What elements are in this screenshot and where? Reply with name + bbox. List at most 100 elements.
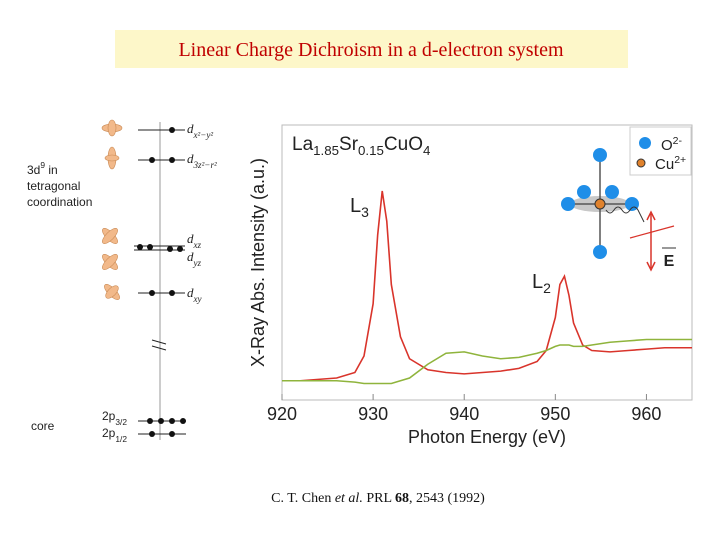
x-tick-label: 960: [631, 404, 661, 424]
citation-part: et al.: [335, 491, 363, 506]
electron: [169, 418, 175, 424]
peak-label-part: 3: [361, 204, 369, 220]
citation-part: 68: [395, 491, 409, 506]
electron: [167, 246, 173, 252]
citation-part: PRL: [363, 491, 395, 506]
electrons: [137, 127, 186, 437]
orbital-label: dx²−y²: [187, 121, 213, 140]
core-level-label: 2p1/2: [102, 426, 127, 444]
orbital-label-part: d: [187, 231, 194, 246]
legend-copper: [636, 158, 646, 168]
valence-label: coordination: [27, 195, 92, 209]
electron: [169, 431, 175, 437]
core-level-label-part: 2p: [102, 409, 116, 423]
legend-oxygen: [639, 137, 651, 149]
orbital-label-part: xy: [193, 294, 203, 304]
core-level-label: 2p3/2: [102, 409, 127, 427]
core-level-label-part: 1/2: [115, 434, 127, 444]
valence-label-part: 3d: [27, 163, 40, 177]
orbital-icon: [104, 284, 120, 300]
electron: [169, 290, 175, 296]
chart-title-part: La: [292, 134, 314, 155]
peak-label: L2: [532, 271, 551, 296]
citation-part: , 2543 (1992): [409, 491, 485, 506]
inset-legend-label-part: 2-: [673, 135, 683, 147]
y-axis-label: X-Ray Abs. Intensity (a.u.): [248, 158, 268, 367]
oxygen-atom: [593, 245, 607, 259]
orbital-label-part: d: [187, 249, 194, 264]
electron: [169, 157, 175, 163]
valence-label: 3d9 in: [27, 160, 58, 177]
orbital-label: dxz: [187, 231, 202, 250]
orbital-label-part: d: [187, 121, 194, 136]
chart-title-part: 0.15: [358, 143, 384, 158]
x-tick-label: 920: [267, 404, 297, 424]
peak-label-part: L: [350, 195, 361, 217]
chart-title-part: 4: [423, 143, 430, 158]
peak-label-part: L: [532, 271, 543, 293]
oxygen-atom: [593, 148, 607, 162]
electron: [158, 418, 164, 424]
x-tick-label: 930: [358, 404, 388, 424]
x-tick-label: 940: [449, 404, 479, 424]
chart-title-part: 1.85: [313, 143, 339, 158]
chart-title: La1.85Sr0.15CuO4: [292, 134, 430, 158]
plot-frame: [281, 124, 693, 401]
electron: [137, 244, 143, 250]
x-tick-label: 950: [540, 404, 570, 424]
valence-label-part: in: [45, 163, 58, 177]
title-box: [115, 30, 628, 68]
orbital-label: d3z²−r²: [187, 151, 217, 170]
orbital-label: dxy: [187, 285, 203, 304]
orbital-label-part: d: [187, 151, 194, 166]
level-diagram: [134, 122, 186, 440]
citation-part: C. T. Chen: [271, 491, 335, 506]
x-axis-label: Photon Energy (eV): [408, 427, 566, 447]
orbital-icon: [101, 119, 123, 137]
valence-label-part: 9: [40, 160, 45, 170]
peak-label-part: 2: [543, 280, 551, 296]
electron: [149, 431, 155, 437]
orbital-label-part: d: [187, 285, 194, 300]
photon-path: [605, 206, 645, 223]
electron: [177, 246, 183, 252]
inset-legend-label-part: Cu: [655, 156, 674, 173]
citation: C. T. Chen et al. PRL 68, 2543 (1992): [271, 491, 485, 506]
electron: [147, 244, 153, 250]
oxygen-atom: [577, 185, 591, 199]
chart-title-part: Sr: [339, 134, 359, 155]
series-line: [282, 190, 692, 382]
peak-label: L3: [350, 195, 369, 220]
inset-legend-label: Cu2+: [655, 154, 686, 173]
oxygen-atom: [605, 185, 619, 199]
field-label: E: [664, 253, 675, 270]
electron: [149, 290, 155, 296]
orbital-icons: [101, 119, 123, 300]
series-line: [282, 338, 692, 385]
orbital-label: dyz: [187, 249, 202, 268]
core-level-label-part: 3/2: [115, 417, 127, 427]
orbital-icon: [102, 254, 118, 270]
orbital-label-part: yz: [193, 258, 202, 268]
inset-legend-label-part: 2+: [674, 154, 686, 166]
oxygen-atom: [561, 197, 575, 211]
axis-break: [151, 345, 167, 351]
chart-title-part: CuO: [384, 134, 423, 155]
inset-legend-label: O2-: [661, 135, 683, 154]
orbital-icon: [104, 146, 120, 170]
slide-title: Linear Charge Dichroism in a d-electron …: [178, 39, 564, 61]
electron: [180, 418, 186, 424]
axis-break: [151, 339, 167, 345]
orbital-label-part: xz: [193, 240, 202, 250]
core-label: core: [31, 419, 55, 433]
copper-atom: [594, 198, 606, 210]
orbital-icon: [102, 228, 118, 244]
beam-arrow: [629, 225, 675, 239]
crystal-inset: [561, 126, 692, 272]
core-level-label-part: 2p: [102, 426, 116, 440]
inset-legend-label-part: O: [661, 137, 673, 154]
electron: [149, 157, 155, 163]
orbital-label-part: x²−y²: [193, 130, 214, 140]
